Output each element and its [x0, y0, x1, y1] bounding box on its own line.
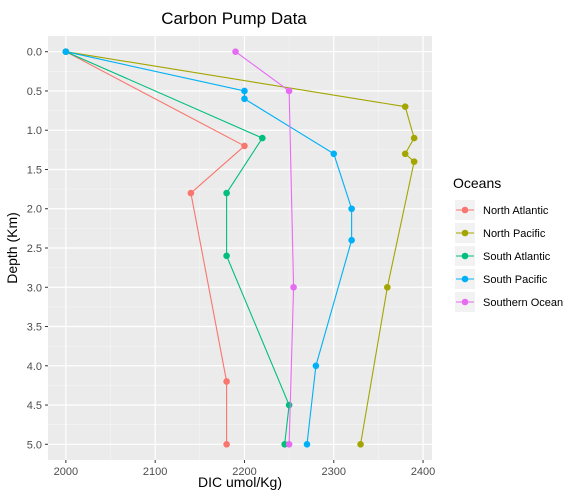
data-point-north-pacific	[410, 158, 418, 165]
y-tick-label: 3.5	[27, 322, 42, 334]
x-tick-label: 2400	[411, 466, 435, 478]
data-point-south-atlantic	[259, 134, 266, 142]
legend-label-south-pacific: South Pacific	[483, 274, 548, 286]
data-point-southern-ocean	[285, 440, 293, 448]
series-line-southern-ocean	[235, 51, 295, 445]
y-tick-label: 4.5	[27, 400, 42, 412]
data-point-south-pacific	[348, 236, 355, 244]
legend-key-point	[461, 229, 469, 237]
series-south-pacific	[62, 48, 355, 448]
series-southern-ocean	[232, 48, 297, 448]
legend-key-point	[461, 252, 469, 260]
data-point-south-atlantic	[223, 252, 230, 260]
y-tick-label: 2.0	[27, 204, 42, 216]
data-point-south-pacific	[348, 205, 355, 213]
legend-key-point	[461, 275, 469, 283]
x-tick-label: 2200	[232, 466, 256, 478]
chart-title: Carbon Pump Data	[161, 9, 307, 28]
legend-label-southern-ocean: Southern Ocean	[483, 297, 563, 309]
legend-item-north-atlantic: North Atlantic	[455, 200, 549, 220]
y-tick-label: 0.0	[27, 47, 42, 59]
data-point-north-atlantic	[223, 378, 230, 385]
x-tick-label: 2100	[143, 466, 167, 478]
y-tick-label: 4.0	[27, 361, 42, 373]
data-point-southern-ocean	[290, 283, 297, 291]
x-tick-label: 2000	[54, 466, 78, 478]
legend-item-south-pacific: South Pacific	[455, 269, 548, 289]
data-point-south-pacific	[62, 48, 70, 56]
y-tick-label: 1.0	[27, 125, 42, 137]
x-axis-title: DIC umol/Kg)	[198, 474, 282, 490]
legend-label-north-atlantic: North Atlantic	[483, 205, 549, 217]
y-axis: 0.0 0.5 1.0 1.5 2.0 2.5 3.0 3.5 4.0 4.5 5.0	[27, 47, 48, 451]
data-point-north-pacific	[401, 103, 409, 110]
legend: Oceans North Atlantic North Pacific South …	[453, 175, 563, 312]
data-point-north-atlantic	[187, 189, 195, 197]
data-point-south-pacific	[330, 150, 338, 158]
legend-items: North Atlantic North Pacific South Atlanti…	[455, 200, 563, 312]
data-point-south-pacific	[241, 87, 248, 95]
data-point-south-pacific	[303, 440, 311, 448]
data-point-north-pacific	[401, 150, 409, 158]
legend-item-south-atlantic: South Atlantic	[455, 246, 551, 266]
y-tick-label: 1.5	[27, 164, 42, 176]
series-layer	[62, 48, 418, 448]
y-axis-title: Depth (Km)	[4, 212, 20, 284]
data-point-south-atlantic	[223, 189, 230, 197]
data-point-north-pacific	[357, 440, 364, 448]
series-line-south-atlantic	[65, 51, 290, 445]
y-tick-label: 2.5	[27, 243, 42, 255]
legend-key-point	[461, 298, 469, 306]
x-tick-label: 2300	[322, 466, 346, 478]
legend-item-southern-ocean: Southern Ocean	[455, 292, 563, 312]
y-tick-label: 3.0	[27, 282, 42, 294]
data-point-north-atlantic	[223, 440, 230, 448]
data-point-north-pacific	[384, 283, 391, 291]
legend-label-south-atlantic: South Atlantic	[483, 251, 551, 263]
data-point-southern-ocean	[232, 48, 239, 56]
data-point-southern-ocean	[285, 87, 293, 95]
data-point-south-atlantic	[285, 401, 293, 409]
y-tick-label: 5.0	[27, 439, 42, 451]
x-axis: 2000 2100 2200 2300 2400	[54, 460, 435, 478]
data-point-south-pacific	[241, 95, 248, 103]
data-point-north-atlantic	[241, 142, 248, 150]
legend-title: Oceans	[453, 175, 501, 191]
data-point-north-pacific	[410, 134, 418, 142]
data-point-south-pacific	[312, 362, 320, 370]
y-tick-label: 0.5	[27, 86, 42, 98]
legend-key-point	[461, 206, 469, 214]
series-north-atlantic	[62, 48, 248, 448]
legend-item-north-pacific: North Pacific	[455, 223, 546, 243]
legend-label-north-pacific: North Pacific	[483, 228, 546, 240]
